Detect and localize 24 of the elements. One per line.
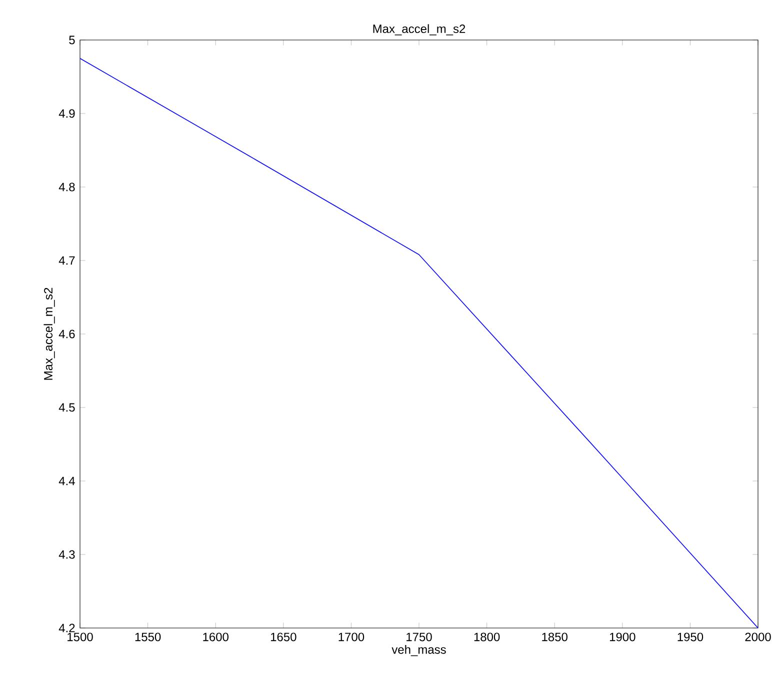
x-tick-label: 2000 bbox=[745, 632, 771, 642]
x-tick-label: 1500 bbox=[68, 632, 93, 642]
x-tick-label: 1600 bbox=[203, 632, 228, 642]
line-series bbox=[80, 58, 758, 628]
y-tick-label: 4.7 bbox=[58, 256, 75, 265]
x-tick-label: 1650 bbox=[270, 632, 296, 642]
x-axis-title: veh_mass bbox=[392, 645, 446, 656]
y-tick-label: 5 bbox=[69, 36, 75, 44]
y-axis-title: Max_accel_m_s2 bbox=[44, 288, 55, 380]
x-tick-label: 1700 bbox=[338, 632, 364, 642]
x-tick-label: 1800 bbox=[474, 632, 500, 642]
y-tick-label: 4.9 bbox=[58, 109, 75, 118]
x-tick-label: 1900 bbox=[610, 632, 636, 642]
y-tick-label: 4.5 bbox=[58, 403, 75, 412]
y-tick-label: 4.8 bbox=[58, 182, 75, 192]
chart-title: Max_accel_m_s2 bbox=[373, 24, 466, 36]
x-tick-label: 1950 bbox=[678, 632, 704, 642]
x-tick-label: 1550 bbox=[135, 632, 161, 642]
y-tick-label: 4.3 bbox=[58, 550, 75, 559]
x-tick-label: 1750 bbox=[406, 632, 432, 642]
y-tick-label: 4.6 bbox=[58, 330, 75, 338]
y-tick-label: 4.2 bbox=[58, 624, 75, 632]
y-tick-label: 4.4 bbox=[58, 476, 75, 486]
x-tick-label: 1850 bbox=[542, 632, 568, 642]
